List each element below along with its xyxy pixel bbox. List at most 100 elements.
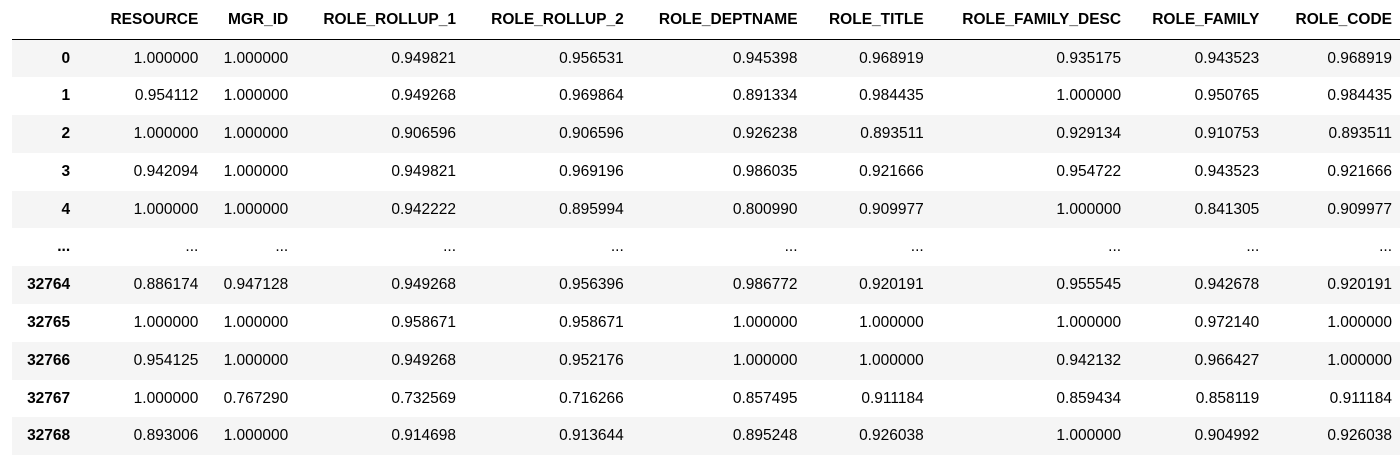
table-cell: 0.921666	[1327, 162, 1392, 180]
table-row: 1 0.954112 1.000000 0.949268 0.969864 0.89133…	[12, 77, 1400, 116]
table-cell: 0.893511	[860, 124, 924, 142]
table-cell: 0.893006	[133, 427, 199, 445]
table-row: 32766 0.954125 1.000000 0.949268 0.952176 1.0…	[12, 341, 1400, 380]
table-row: 0 1.000000 1.000000 0.949821 0.956531 0.94539…	[12, 39, 1400, 78]
table-cell: 1.000000	[223, 313, 289, 331]
table-cell: 0.909977	[859, 200, 924, 218]
table-cell: 0.958671	[391, 313, 456, 331]
table-cell: 0.954125	[133, 351, 199, 369]
table-cell: 1.000000	[223, 162, 289, 180]
table-cell: 0.986035	[732, 162, 798, 180]
table-cell: 0.942222	[391, 200, 456, 218]
index-header	[12, 0, 79, 40]
row-index: 32767	[27, 389, 71, 407]
table-cell: 0.910753	[1194, 124, 1260, 142]
table-cell: 0.954722	[1056, 162, 1122, 180]
table-cell: 0.986772	[732, 276, 798, 294]
table-cell: 0.972140	[1194, 313, 1260, 331]
table-cell: 0.984435	[1327, 87, 1392, 105]
table-cell: 1.000000	[1327, 351, 1392, 369]
table-cell: 0.886174	[133, 276, 199, 294]
table-cell: 0.913644	[559, 427, 624, 445]
table-row: 32764 0.886174 0.947128 0.949268 0.956396 0.9…	[12, 266, 1400, 305]
table-cell: ...	[1246, 238, 1260, 256]
column-header-role-rollup-2: ROLE_ROLLUP_2	[464, 0, 632, 40]
table-cell: 0.942678	[1194, 276, 1260, 294]
row-index: 32764	[27, 276, 71, 294]
table-cell: 0.969864	[559, 87, 624, 105]
table-row: 32765 1.000000 1.000000 0.958671 0.958671 1.0…	[12, 304, 1400, 342]
table-cell: 1.000000	[223, 200, 289, 218]
table-body: 0 1.000000 1.000000 0.949821 0.956531 0.94539…	[12, 39, 1400, 456]
table-cell: 0.968919	[859, 49, 924, 67]
table-cell: ...	[910, 238, 924, 256]
table-cell: 1.000000	[732, 351, 798, 369]
column-header-role-code: ROLE_CODE	[1267, 0, 1400, 40]
table-cell: 0.949268	[391, 351, 456, 369]
dataframe-output: RESOURCE MGR_ID ROLE_ROLLUP_1 ROLE_ROLLU…	[12, 0, 1400, 456]
table-row: 2 1.000000 1.000000 0.906596 0.906596 0.92623…	[12, 115, 1400, 153]
table-cell: 0.984435	[859, 87, 924, 105]
table-cell: 0.911184	[861, 389, 924, 407]
table-cell: 1.000000	[1056, 87, 1122, 105]
table-cell: 1.000000	[223, 87, 289, 105]
table-cell: 0.956531	[559, 49, 624, 67]
column-header-resource: RESOURCE	[78, 0, 207, 40]
row-index: 2	[61, 124, 71, 142]
table-cell: 0.895248	[732, 427, 798, 445]
table-cell: 1.000000	[133, 200, 199, 218]
table-cell: 0.926038	[859, 427, 924, 445]
row-index: 32765	[27, 313, 71, 331]
table-cell: 0.800990	[732, 200, 798, 218]
table-cell: 0.893511	[1328, 124, 1393, 142]
table-cell: 1.000000	[133, 313, 199, 331]
table-cell: 0.895994	[559, 200, 624, 218]
table-cell: 1.000000	[223, 124, 289, 142]
table-cell: 0.947128	[223, 276, 289, 294]
table-cell: 1.000000	[223, 427, 289, 445]
table-cell: ...	[443, 238, 456, 256]
table-cell: 0.943523	[1194, 162, 1260, 180]
table-cell: 0.969196	[559, 162, 624, 180]
row-index: 0	[61, 49, 71, 67]
table-cell: 0.935175	[1056, 49, 1122, 67]
table-cell: 0.949268	[391, 276, 456, 294]
column-header-role-rollup-1: ROLE_ROLLUP_1	[296, 0, 464, 40]
table-cell: 0.966427	[1194, 351, 1260, 369]
table-row: ..............................	[12, 228, 1400, 267]
table-cell: 0.954112	[134, 87, 199, 105]
table-cell: 0.926038	[1327, 427, 1392, 445]
table-cell: 0.949268	[391, 87, 456, 105]
table-cell: 1.000000	[1056, 313, 1122, 331]
table-cell: 0.857495	[732, 389, 798, 407]
table-cell: 0.949821	[391, 162, 456, 180]
row-index: ...	[57, 238, 71, 256]
column-header-mgr-id: MGR_ID	[206, 0, 297, 40]
table-row: 32767 1.000000 0.767290 0.732569 0.716266 0.8…	[12, 379, 1400, 418]
table-cell: 0.716266	[559, 389, 624, 407]
table-row: 3 0.942094 1.000000 0.949821 0.969196 0.98603…	[12, 152, 1400, 191]
table-cell: ...	[784, 238, 798, 256]
table-cell: 0.841305	[1194, 200, 1260, 218]
table-cell: 1.000000	[1056, 427, 1122, 445]
row-index: 1	[61, 87, 71, 105]
table-cell: ...	[185, 238, 199, 256]
table-cell: 0.929134	[1056, 124, 1122, 142]
table-cell: 0.942132	[1056, 351, 1122, 369]
table-cell: 0.906596	[391, 124, 456, 142]
table-row: 32768 0.893006 1.000000 0.914698 0.913644 0.8…	[12, 417, 1400, 456]
table-cell: 0.968919	[1327, 49, 1392, 67]
table-cell: 0.952176	[559, 351, 624, 369]
table-cell: 0.904992	[1194, 427, 1260, 445]
row-index: 32766	[27, 351, 71, 369]
table-cell: 0.958671	[559, 313, 624, 331]
table-cell: 0.949821	[391, 49, 456, 67]
table-cell: 0.945398	[732, 49, 798, 67]
table-header: RESOURCE MGR_ID ROLE_ROLLUP_1 ROLE_ROLLU…	[12, 0, 1400, 40]
table-cell: 0.767290	[223, 389, 289, 407]
table-cell: ...	[1379, 238, 1392, 256]
table-cell: 1.000000	[859, 351, 924, 369]
column-header-role-family-desc: ROLE_FAMILY_DESC	[931, 0, 1130, 40]
table-cell: 0.920191	[1327, 276, 1392, 294]
table-cell: 0.926238	[732, 124, 798, 142]
